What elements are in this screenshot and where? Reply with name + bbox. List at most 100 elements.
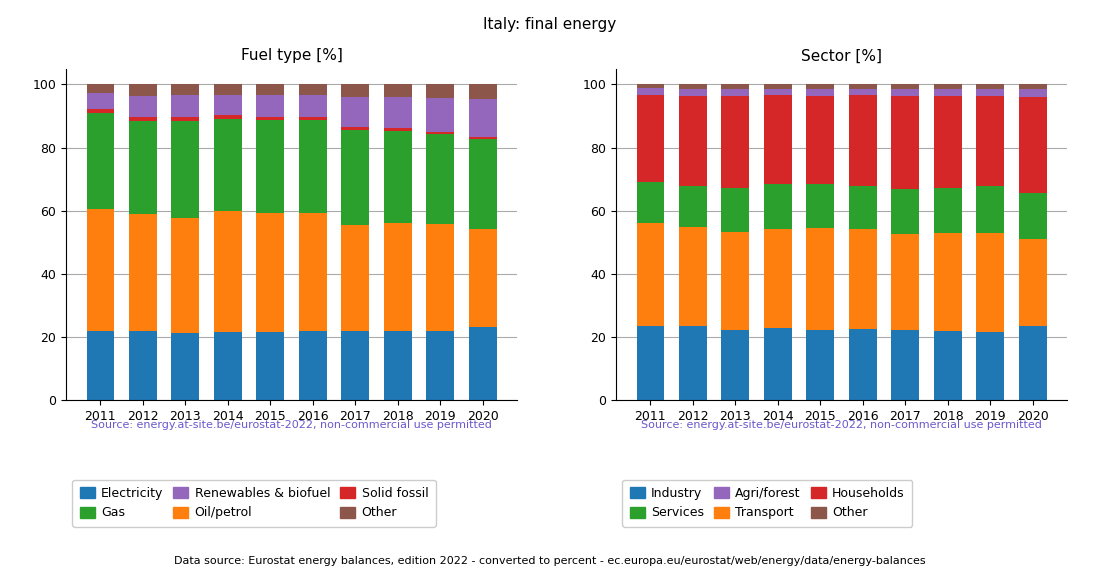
Bar [891, 97, 918, 189]
Bar [679, 89, 706, 96]
Title: Fuel type [%]: Fuel type [%] [241, 48, 342, 63]
Bar [256, 332, 284, 400]
Bar [469, 327, 496, 400]
Bar [299, 95, 327, 117]
Bar [172, 95, 199, 117]
Bar [637, 326, 664, 400]
Bar [764, 184, 792, 229]
Bar [891, 189, 918, 234]
Bar [214, 211, 242, 332]
Bar [469, 229, 496, 327]
Bar [172, 333, 199, 400]
Bar [891, 234, 918, 329]
Bar [849, 85, 877, 89]
Legend: Electricity, Gas, Renewables & biofuel, Oil/petrol, Solid fossil, Other: Electricity, Gas, Renewables & biofuel, … [73, 480, 436, 527]
Bar [806, 329, 834, 400]
Bar [256, 213, 284, 332]
Bar [934, 96, 961, 188]
Bar [341, 97, 368, 127]
Bar [427, 224, 454, 331]
Bar [1019, 89, 1046, 97]
Bar [87, 209, 114, 331]
Bar [214, 94, 242, 115]
Legend: Industry, Services, Agri/forest, Transport, Households, Other: Industry, Services, Agri/forest, Transpo… [623, 480, 912, 527]
Bar [214, 85, 242, 94]
Bar [299, 120, 327, 213]
Bar [977, 332, 1004, 400]
Bar [341, 225, 368, 331]
Bar [934, 331, 961, 400]
Text: Source: energy.at-site.be/eurostat-2022, non-commercial use permitted: Source: energy.at-site.be/eurostat-2022,… [641, 420, 1042, 430]
Bar [384, 97, 411, 128]
Bar [722, 232, 749, 329]
Bar [256, 120, 284, 213]
Bar [637, 85, 664, 88]
Bar [722, 188, 749, 232]
Bar [1019, 239, 1046, 327]
Bar [891, 89, 918, 97]
Bar [722, 85, 749, 89]
Bar [679, 227, 706, 327]
Title: Sector [%]: Sector [%] [801, 48, 882, 63]
Bar [299, 117, 327, 120]
Bar [679, 96, 706, 186]
Bar [214, 119, 242, 211]
Bar [427, 132, 454, 134]
Bar [87, 109, 114, 113]
Bar [806, 96, 834, 184]
Bar [977, 233, 1004, 332]
Bar [341, 331, 368, 400]
Bar [849, 329, 877, 400]
Bar [172, 85, 199, 95]
Bar [384, 331, 411, 400]
Bar [469, 139, 496, 229]
Bar [891, 329, 918, 400]
Bar [129, 96, 156, 117]
Bar [299, 331, 327, 400]
Bar [806, 184, 834, 228]
Bar [87, 331, 114, 400]
Bar [679, 85, 706, 89]
Bar [129, 121, 156, 214]
Bar [849, 229, 877, 329]
Bar [977, 85, 1004, 89]
Bar [341, 85, 368, 97]
Bar [934, 188, 961, 233]
Bar [977, 96, 1004, 186]
Bar [299, 85, 327, 95]
Bar [87, 85, 114, 93]
Bar [764, 96, 792, 184]
Bar [427, 98, 454, 132]
Text: Data source: Eurostat energy balances, edition 2022 - converted to percent - ec.: Data source: Eurostat energy balances, e… [174, 557, 926, 566]
Bar [469, 137, 496, 139]
Bar [679, 186, 706, 227]
Bar [722, 329, 749, 400]
Bar [764, 328, 792, 400]
Bar [427, 331, 454, 400]
Bar [806, 85, 834, 89]
Bar [849, 186, 877, 229]
Bar [384, 131, 411, 223]
Bar [427, 134, 454, 224]
Bar [1019, 327, 1046, 400]
Bar [129, 117, 156, 121]
Text: Source: energy.at-site.be/eurostat-2022, non-commercial use permitted: Source: energy.at-site.be/eurostat-2022,… [91, 420, 492, 430]
Bar [764, 89, 792, 96]
Bar [891, 85, 918, 89]
Bar [87, 93, 114, 109]
Bar [214, 332, 242, 400]
Bar [977, 89, 1004, 96]
Bar [934, 89, 961, 96]
Bar [849, 96, 877, 186]
Bar [637, 95, 664, 182]
Bar [256, 117, 284, 120]
Bar [722, 89, 749, 96]
Bar [722, 96, 749, 188]
Bar [87, 113, 114, 209]
Bar [384, 85, 411, 97]
Bar [679, 327, 706, 400]
Bar [1019, 97, 1046, 193]
Bar [637, 223, 664, 326]
Bar [469, 85, 496, 100]
Bar [172, 117, 199, 121]
